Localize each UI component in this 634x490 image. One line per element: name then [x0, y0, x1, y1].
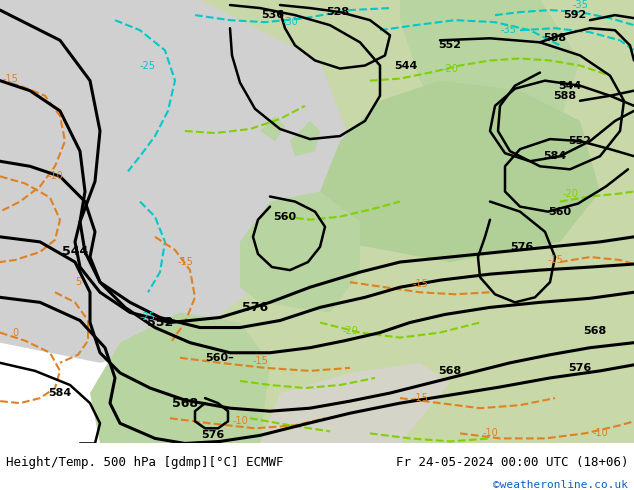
- Text: -15: -15: [252, 356, 268, 366]
- Text: 0: 0: [12, 328, 18, 338]
- Text: -20: -20: [342, 325, 358, 336]
- Polygon shape: [0, 0, 350, 363]
- Polygon shape: [240, 192, 360, 313]
- Text: -35: -35: [500, 25, 516, 35]
- Text: 560: 560: [548, 207, 572, 217]
- Text: -20: -20: [442, 64, 458, 74]
- Text: -15: -15: [547, 255, 563, 265]
- Text: -20: -20: [562, 189, 578, 198]
- Polygon shape: [90, 313, 270, 443]
- Polygon shape: [260, 363, 450, 443]
- Text: 552: 552: [439, 40, 462, 50]
- Text: 568: 568: [172, 396, 198, 410]
- Text: 560–: 560–: [205, 353, 235, 363]
- Text: 584: 584: [48, 388, 72, 398]
- Text: 588: 588: [543, 33, 567, 43]
- Polygon shape: [260, 116, 285, 141]
- Text: 588: 588: [553, 91, 576, 101]
- Polygon shape: [320, 81, 600, 262]
- Text: -15: -15: [412, 393, 428, 403]
- Text: -15: -15: [2, 74, 18, 84]
- Text: 544: 544: [559, 81, 581, 91]
- Text: 544: 544: [62, 245, 88, 258]
- Text: Fr 24-05-2024 00:00 UTC (18+06): Fr 24-05-2024 00:00 UTC (18+06): [396, 456, 628, 468]
- Text: Height/Temp. 500 hPa [gdmp][°C] ECMWF: Height/Temp. 500 hPa [gdmp][°C] ECMWF: [6, 456, 283, 468]
- Text: -10: -10: [232, 416, 248, 426]
- Text: 536: 536: [261, 10, 285, 20]
- Text: 5: 5: [75, 277, 81, 287]
- Text: -10: -10: [482, 428, 498, 439]
- Text: -10: -10: [47, 172, 63, 181]
- Text: 576: 576: [510, 242, 534, 252]
- Text: 568: 568: [583, 325, 607, 336]
- Text: 568: 568: [438, 366, 462, 376]
- Text: -35: -35: [572, 0, 588, 10]
- Text: 592: 592: [564, 10, 586, 20]
- Text: 528: 528: [327, 7, 349, 17]
- Text: 544: 544: [394, 60, 418, 71]
- Polygon shape: [200, 0, 634, 443]
- Text: -10: -10: [592, 428, 608, 439]
- Text: -15: -15: [412, 279, 428, 289]
- Text: 584: 584: [543, 151, 567, 161]
- Text: 576: 576: [242, 301, 268, 314]
- Text: -25: -25: [140, 60, 156, 71]
- Text: 576: 576: [202, 430, 224, 441]
- Text: ©weatheronline.co.uk: ©weatheronline.co.uk: [493, 480, 628, 490]
- Text: 552: 552: [569, 136, 592, 146]
- Text: -25: -25: [140, 313, 156, 322]
- Text: 552: 552: [147, 316, 173, 329]
- Text: -30: -30: [282, 17, 298, 27]
- Text: 560: 560: [273, 212, 297, 221]
- Polygon shape: [290, 121, 320, 156]
- Text: 576: 576: [568, 363, 592, 373]
- Text: -15: -15: [177, 257, 193, 267]
- Polygon shape: [400, 0, 580, 151]
